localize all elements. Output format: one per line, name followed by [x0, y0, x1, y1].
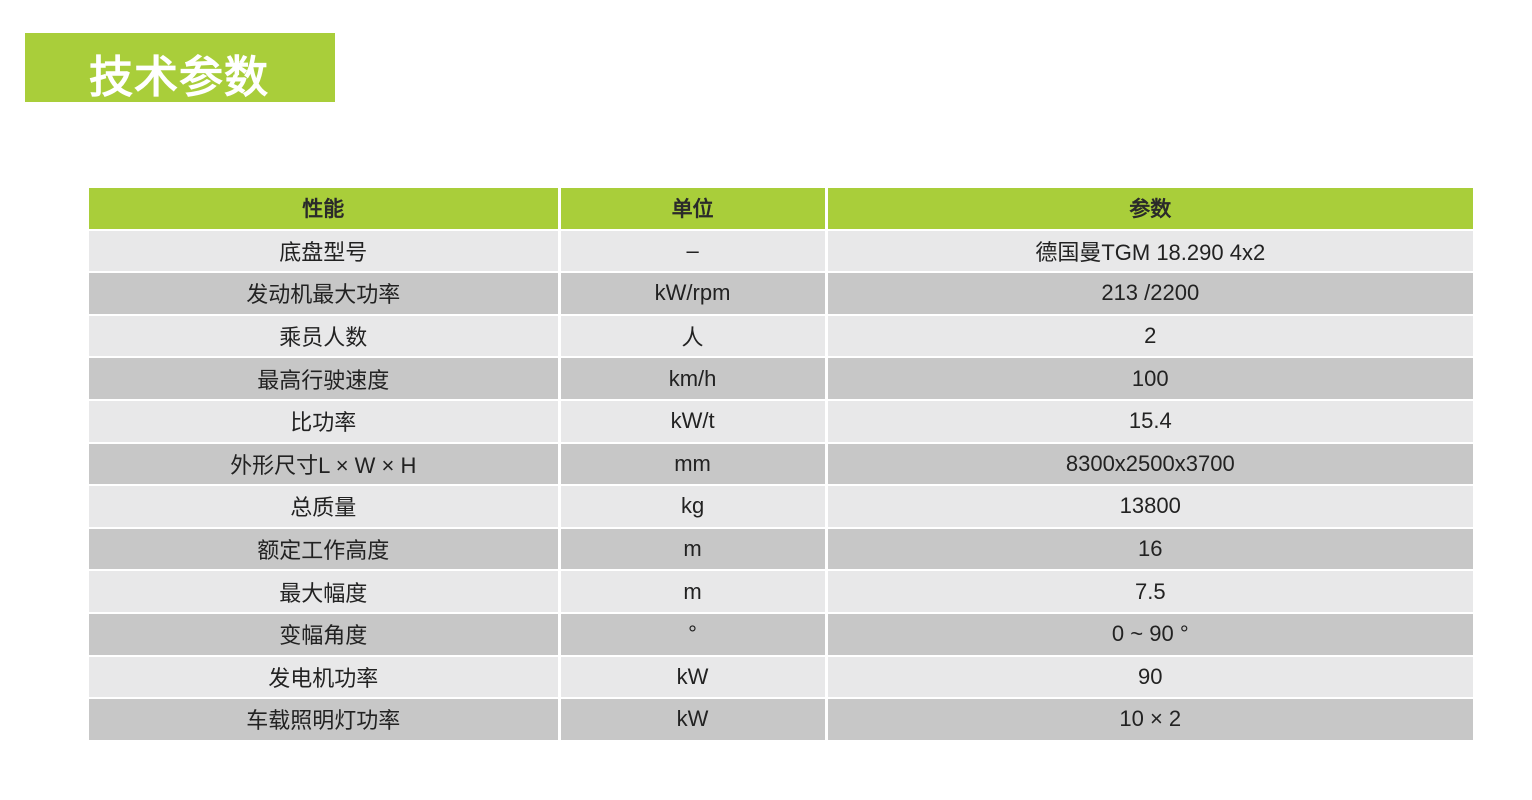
performance-cell: 外形尺寸L × W × H [89, 443, 558, 485]
header-parameter: 参数 [827, 188, 1473, 229]
performance-cell: 乘员人数 [89, 315, 558, 357]
table-header-row: 性能 单位 参数 [89, 188, 1473, 229]
performance-cell: 变幅角度 [89, 613, 558, 655]
unit-cell: – [560, 230, 825, 272]
table-row: 底盘型号 – 德国曼TGM 18.290 4x2 [89, 230, 1473, 272]
parameter-cell: 7.5 [827, 571, 1473, 612]
unit-cell: kW/rpm [560, 273, 825, 314]
parameter-cell: 德国曼TGM 18.290 4x2 [827, 230, 1473, 272]
performance-cell: 发动机最大功率 [89, 273, 558, 314]
unit-cell: m [560, 528, 825, 570]
table-row: 最大幅度 m 7.5 [89, 571, 1473, 612]
table-row: 总质量 kg 13800 [89, 486, 1473, 527]
table-row: 最高行驶速度 km/h 100 [89, 358, 1473, 399]
title-banner: 技术参数 [25, 33, 335, 103]
unit-cell: kW [560, 699, 825, 740]
parameter-cell: 2 [827, 315, 1473, 357]
performance-cell: 最高行驶速度 [89, 358, 558, 399]
unit-cell: km/h [560, 358, 825, 399]
unit-cell: kW/t [560, 400, 825, 442]
table-row: 额定工作高度 m 16 [89, 528, 1473, 570]
performance-cell: 发电机功率 [89, 656, 558, 698]
parameter-cell: 90 [827, 656, 1473, 698]
performance-cell: 额定工作高度 [89, 528, 558, 570]
performance-cell: 底盘型号 [89, 230, 558, 272]
table-row: 比功率 kW/t 15.4 [89, 400, 1473, 442]
performance-cell: 总质量 [89, 486, 558, 527]
table-row: 乘员人数人 2 [89, 315, 1473, 357]
parameter-cell: 0 ~ 90 ° [827, 613, 1473, 655]
unit-cell: mm [560, 443, 825, 485]
table-row: 车载照明灯功率 kW 10 × 2 [89, 699, 1473, 740]
performance-cell: 车载照明灯功率 [89, 699, 558, 740]
parameter-cell: 10 × 2 [827, 699, 1473, 740]
parameter-cell: 100 [827, 358, 1473, 399]
parameter-cell: 15.4 [827, 400, 1473, 442]
header-unit: 单位 [560, 188, 825, 229]
unit-cell: kg [560, 486, 825, 527]
table-row: 发电机功率 kW 90 [89, 656, 1473, 698]
table-row: 变幅角度 ° 0 ~ 90 ° [89, 613, 1473, 655]
parameter-cell: 16 [827, 528, 1473, 570]
table-row: 发动机最大功率 kW/rpm 213 /2200 [89, 273, 1473, 314]
parameter-cell: 13800 [827, 486, 1473, 527]
parameter-cell: 8300x2500x3700 [827, 443, 1473, 485]
spec-table: 性能 单位 参数 底盘型号 – 德国曼TGM 18.290 4x2 发动机最大功率 kW… [86, 186, 1476, 742]
unit-cell: ° [560, 613, 825, 655]
performance-cell: 比功率 [89, 400, 558, 442]
unit-cell: kW [560, 656, 825, 698]
unit-cell: m [560, 571, 825, 612]
performance-cell: 最大幅度 [89, 571, 558, 612]
unit-cell: 人 [560, 315, 825, 357]
page-title: 技术参数 [89, 52, 269, 103]
header-performance: 性能 [89, 188, 558, 229]
parameter-cell: 213 /2200 [827, 273, 1473, 314]
